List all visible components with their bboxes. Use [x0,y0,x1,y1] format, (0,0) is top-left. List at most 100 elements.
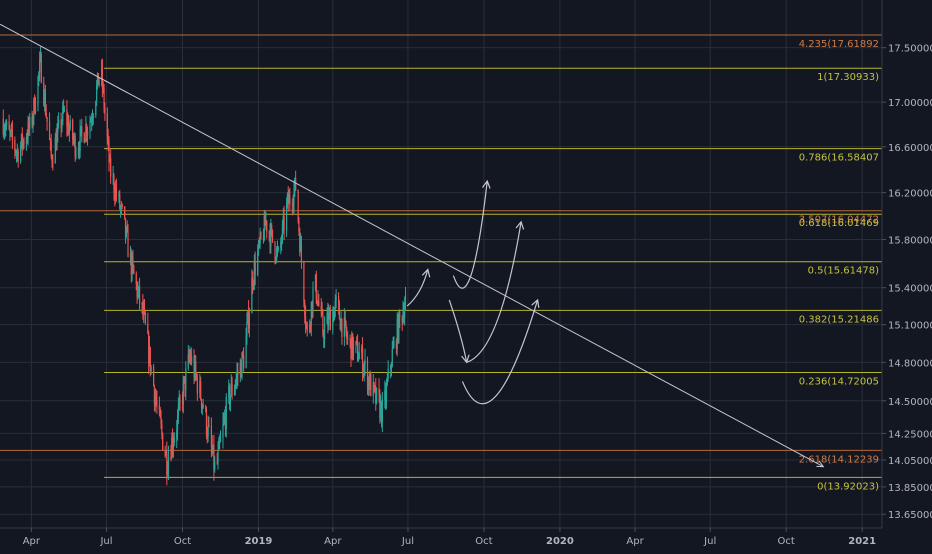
candle-body [56,132,58,150]
time-axis[interactable]: Apr Jul Oct 2019 Apr Jul Oct 2020 Apr Jul Oct 2021 [0,527,932,550]
candle-body [393,340,395,347]
candle-body [276,248,279,250]
candle-body [154,397,156,404]
candle-body [39,60,41,73]
candle-body [297,190,299,221]
candle-body [309,323,312,326]
candle-body [346,332,348,340]
candle-body [269,232,271,247]
projection-arrowhead [461,354,470,364]
candle-body [143,308,146,313]
candle-body [15,152,18,154]
candle-body [89,122,91,132]
candle-body [379,395,381,419]
candle-body [357,359,360,361]
candle-body [243,355,245,369]
price-tick-label: 14.05000 [888,456,932,467]
candle-body [62,106,64,122]
candle-body [16,151,18,153]
candle-body [303,261,305,303]
candle-body [190,354,192,363]
candle-body [344,318,346,322]
candle-body [292,204,294,206]
candle-body [115,187,117,199]
candle-body [195,373,198,378]
candle-body [228,386,231,405]
fib-level-label: 2.618(14.12239 [799,454,879,465]
candle-body [124,218,127,237]
candle-body [277,247,279,250]
candle-body [229,395,232,405]
candle-body [373,382,375,387]
projection-arrowhead [515,220,525,230]
trendline-arrowhead [816,460,825,468]
candle-body [207,424,209,437]
candle-body [73,135,75,140]
candle-body [190,356,193,363]
candle-body [361,347,364,375]
candle-body [212,445,214,453]
candle-body [37,76,39,107]
fib-level-label: 0.5(15.61478) [808,266,880,277]
candle-body [57,124,59,133]
candle-body [228,386,230,397]
candle-body [132,257,134,266]
candle-body [181,401,184,404]
candle-body [403,311,405,319]
candle-body [199,381,201,394]
candle-body [20,134,23,146]
candle-body [162,433,164,450]
candle-body [164,449,166,456]
candle-body [239,362,241,375]
candle-body [135,273,137,284]
candle-body [138,286,140,291]
candle-body [390,365,392,369]
candle-body [380,401,383,423]
projection-arrow-path[interactable] [452,180,488,289]
candle-body [119,207,122,209]
candle-body [83,133,85,143]
candle-body [328,311,331,314]
candle-body [251,277,253,314]
candle-body [124,206,126,219]
candle-body [91,118,94,122]
candle-body [167,456,170,471]
candle-body [332,311,334,331]
candle-body [337,296,340,305]
candle-body [258,241,260,244]
candle-body [397,318,399,342]
projection-arrow-path[interactable] [461,299,539,405]
projection-arrow-path[interactable] [448,299,468,363]
time-tick-label: 2019 [245,536,273,547]
candle-body [61,121,63,129]
candle-body [205,408,208,435]
candle-body [321,309,323,314]
candle-body [195,361,197,374]
candle-body [217,449,219,463]
projection-arrow-path[interactable] [466,221,522,363]
candle-body [110,157,112,177]
candle-body [54,137,56,164]
candle-body [318,300,320,306]
price-tick-label: 17.00000 [888,98,932,109]
trendline[interactable] [0,23,824,468]
candle-body [95,101,97,116]
price-tick-label: 15.80000 [888,236,932,247]
candle-body [219,438,222,443]
candle-body [280,241,282,248]
candle-body [323,323,326,339]
candle-body [347,338,349,340]
candle-body [26,138,28,140]
candle-body [201,404,203,408]
candle-body [380,401,382,419]
fib-level-label: 1(17.30933) [817,72,879,83]
candle-body [245,336,247,369]
candle-body [281,223,284,241]
candle-body [113,175,115,193]
projection-arrow-path[interactable] [406,269,429,307]
price-axis[interactable]: 17.50000 17.00000 16.60000 16.20000 15.80000… [881,0,932,550]
candle-body [150,366,152,372]
candle-body [3,131,5,135]
candle-body [366,359,369,389]
candle-body [352,333,354,356]
